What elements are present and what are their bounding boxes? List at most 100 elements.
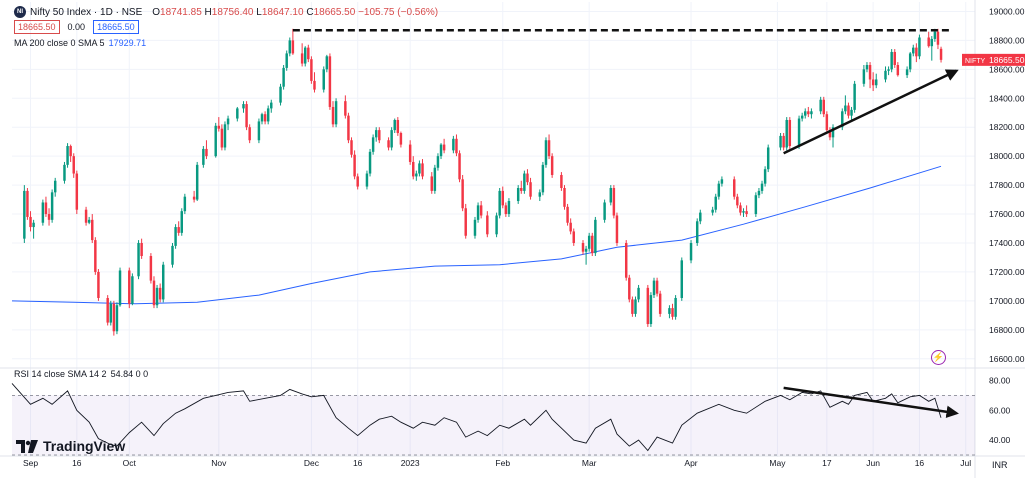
candle-body[interactable]: [689, 242, 693, 261]
candle-body[interactable]: [69, 146, 72, 157]
candle-body[interactable]: [779, 135, 782, 148]
candle-body[interactable]: [245, 104, 248, 128]
candle-body[interactable]: [87, 219, 91, 223]
candle-body[interactable]: [652, 280, 656, 296]
candle-body[interactable]: [75, 173, 79, 210]
candle-body[interactable]: [501, 190, 504, 206]
candle-body[interactable]: [566, 206, 569, 223]
candle-body[interactable]: [905, 69, 909, 76]
candle-body[interactable]: [516, 188, 520, 202]
candle-body[interactable]: [29, 216, 32, 228]
candle-body[interactable]: [649, 295, 653, 325]
candle-body[interactable]: [720, 179, 724, 184]
candle-body[interactable]: [455, 138, 458, 154]
candle-body[interactable]: [149, 256, 153, 281]
candle-body[interactable]: [603, 202, 606, 220]
candle-body[interactable]: [84, 209, 88, 223]
candle-body[interactable]: [680, 260, 684, 298]
candle-body[interactable]: [285, 53, 288, 68]
candle-body[interactable]: [612, 188, 616, 216]
candle-body[interactable]: [930, 38, 934, 47]
price-tag[interactable]: [962, 53, 1025, 66]
candle-body[interactable]: [538, 192, 542, 197]
candle-body[interactable]: [788, 119, 792, 147]
candle-body[interactable]: [822, 99, 825, 115]
candle-body[interactable]: [344, 101, 347, 116]
candle-body[interactable]: [260, 114, 264, 122]
candle-body[interactable]: [479, 205, 483, 216]
candle-body[interactable]: [236, 108, 239, 119]
candle-body[interactable]: [745, 211, 748, 215]
ma-legend[interactable]: MA 200 close 0 SMA 5 17929.71: [14, 38, 146, 48]
candle-body[interactable]: [736, 196, 739, 206]
candle-body[interactable]: [257, 121, 261, 141]
candle-body[interactable]: [32, 222, 35, 228]
candle-body[interactable]: [739, 205, 742, 213]
candle-body[interactable]: [804, 111, 807, 116]
candle-body[interactable]: [177, 227, 180, 233]
candle-body[interactable]: [118, 270, 122, 306]
candle-body[interactable]: [760, 183, 764, 191]
candle-body[interactable]: [862, 69, 866, 84]
candle-body[interactable]: [915, 47, 918, 57]
candle-body[interactable]: [418, 163, 421, 174]
candle-body[interactable]: [529, 182, 532, 197]
candle-body[interactable]: [800, 115, 804, 119]
candle-body[interactable]: [890, 51, 893, 70]
candle-body[interactable]: [785, 119, 788, 148]
candle-body[interactable]: [350, 140, 353, 155]
candle-body[interactable]: [313, 80, 316, 90]
candle-body[interactable]: [192, 196, 196, 200]
candle-body[interactable]: [742, 211, 745, 213]
candle-body[interactable]: [353, 154, 356, 177]
symbol-title[interactable]: Nifty 50 Index · 1D · NSE: [30, 6, 143, 18]
candle-body[interactable]: [152, 280, 156, 306]
candle-body[interactable]: [655, 280, 659, 294]
candle-body[interactable]: [202, 148, 205, 165]
candle-body[interactable]: [214, 125, 217, 157]
candle-body[interactable]: [408, 144, 412, 162]
candle-body[interactable]: [131, 276, 134, 304]
candle-body[interactable]: [91, 219, 94, 241]
candle-body[interactable]: [544, 140, 548, 165]
candle-body[interactable]: [248, 127, 251, 141]
candle-body[interactable]: [266, 108, 270, 122]
candle-body[interactable]: [504, 205, 508, 215]
candle-body[interactable]: [766, 147, 770, 170]
candle-body[interactable]: [307, 47, 310, 60]
candle-body[interactable]: [733, 179, 736, 197]
candle-body[interactable]: [461, 179, 464, 209]
candle-body[interactable]: [279, 86, 282, 103]
tradingview-logo[interactable]: TradingView: [16, 438, 125, 454]
candle-body[interactable]: [495, 215, 498, 235]
candle-body[interactable]: [671, 308, 674, 317]
ma-200-line[interactable]: [11, 165, 942, 305]
candle-body[interactable]: [865, 64, 869, 70]
candle-body[interactable]: [939, 48, 943, 60]
candle-body[interactable]: [378, 130, 381, 141]
candle-body[interactable]: [584, 248, 588, 252]
candle-body[interactable]: [563, 188, 566, 207]
candle-body[interactable]: [452, 138, 455, 151]
candle-body[interactable]: [624, 242, 628, 278]
ask-button[interactable]: 18665.50: [93, 20, 139, 34]
candle-body[interactable]: [50, 192, 54, 220]
candle-body[interactable]: [399, 133, 403, 145]
candle-body[interactable]: [668, 308, 671, 314]
candle-body[interactable]: [310, 59, 313, 81]
candle-body[interactable]: [328, 56, 332, 107]
rsi-divergence-arrow[interactable]: [783, 386, 959, 418]
candle-body[interactable]: [303, 47, 307, 64]
candle-body[interactable]: [368, 151, 372, 174]
candle-body[interactable]: [819, 99, 822, 112]
candle-body[interactable]: [371, 137, 375, 152]
candle-body[interactable]: [714, 196, 717, 210]
candle-body[interactable]: [195, 164, 199, 200]
candle-body[interactable]: [473, 219, 477, 236]
rsi-legend[interactable]: RSI 14 close SMA 14 2 54.84 0 0: [14, 369, 148, 379]
candle-body[interactable]: [918, 37, 921, 57]
candle-body[interactable]: [763, 169, 767, 184]
candle-body[interactable]: [936, 31, 940, 45]
candle-body[interactable]: [300, 53, 304, 64]
